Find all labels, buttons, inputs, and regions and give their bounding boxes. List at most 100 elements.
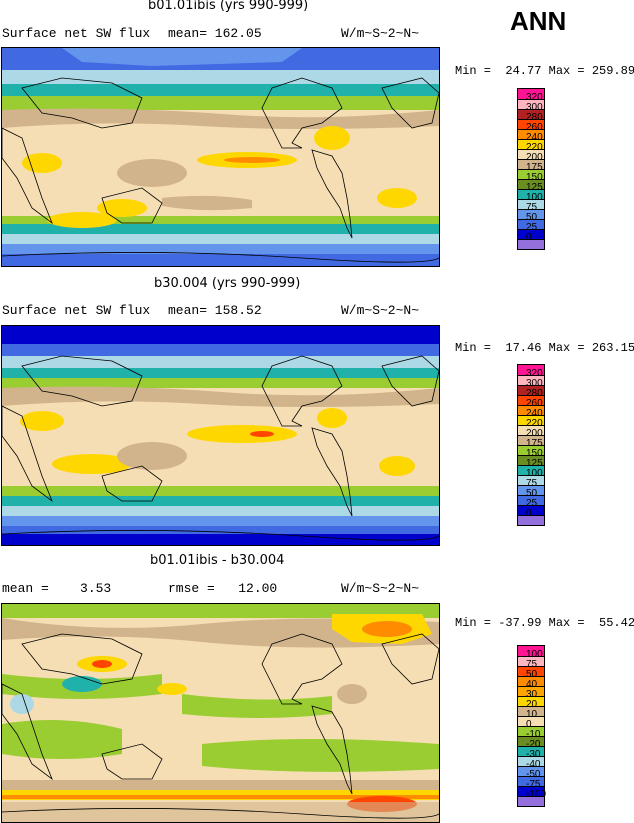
panel3-title: b01.01ibis - b30.004 xyxy=(150,553,285,568)
legend-label: -20 xyxy=(526,739,541,750)
legend-swatch xyxy=(518,89,544,99)
legend-swatch xyxy=(518,716,544,726)
legend-label: 100 xyxy=(526,192,543,203)
panel1-map xyxy=(1,47,440,267)
panel2-units: W/m~S~2~N~ xyxy=(341,303,420,318)
legend-label: 320 xyxy=(526,92,543,103)
panel3-units: W/m~S~2~N~ xyxy=(341,581,420,596)
panel2-map xyxy=(1,325,440,546)
panel2-mean: mean= 158.52 xyxy=(168,303,262,318)
legend-label: 25 xyxy=(526,222,538,233)
legend-swatch xyxy=(518,129,544,139)
legend-swatch xyxy=(518,666,544,676)
panel2-minmax: Min = 17.46 Max = 263.15 xyxy=(455,341,634,355)
legend-swatch xyxy=(518,505,544,515)
legend-label: -50 xyxy=(526,769,541,780)
legend-label: 0 xyxy=(526,232,532,243)
legend-swatch xyxy=(518,119,544,129)
legend-label: 200 xyxy=(526,152,543,163)
legend-swatch xyxy=(518,706,544,716)
panel1-legend xyxy=(517,88,545,250)
legend-swatch xyxy=(518,676,544,686)
legend-swatch xyxy=(518,435,544,445)
panel1-variable-label: Surface net SW flux xyxy=(2,26,151,41)
legend-label: 280 xyxy=(526,388,543,399)
legend-swatch xyxy=(518,189,544,199)
legend-swatch xyxy=(518,375,544,385)
legend-swatch xyxy=(518,425,544,435)
legend-swatch xyxy=(518,746,544,756)
legend-label: 300 xyxy=(526,102,543,113)
legend-label: 300 xyxy=(526,378,543,389)
legend-label: 200 xyxy=(526,428,543,439)
panel1-units: W/m~S~2~N~ xyxy=(341,26,420,41)
legend-label: 100 xyxy=(526,649,543,660)
panel3-rmse: rmse = 12.00 xyxy=(168,581,278,596)
legend-swatch xyxy=(518,415,544,425)
legend-swatch xyxy=(518,365,544,375)
legend-swatch xyxy=(518,385,544,395)
legend-label: 260 xyxy=(526,398,543,409)
legend-swatch xyxy=(518,109,544,119)
legend-swatch xyxy=(518,239,544,249)
legend-label: 175 xyxy=(526,438,543,449)
legend-label: 150 xyxy=(526,172,543,183)
panel3-mean: mean = 3.53 xyxy=(2,581,112,596)
legend-label: -75 xyxy=(526,779,541,790)
legend-label: -40 xyxy=(526,759,541,770)
legend-label: -100 xyxy=(526,789,547,800)
legend-label: 25 xyxy=(526,498,538,509)
legend-swatch xyxy=(518,179,544,189)
legend-swatch xyxy=(518,149,544,159)
legend-swatch xyxy=(518,736,544,746)
legend-swatch xyxy=(518,485,544,495)
panel2-contour-field xyxy=(2,326,439,545)
panel2-variable-label: Surface net SW flux xyxy=(2,303,151,318)
legend-swatch xyxy=(518,465,544,475)
legend-swatch xyxy=(518,219,544,229)
panel3-map xyxy=(1,603,440,823)
legend-swatch xyxy=(518,209,544,219)
legend-swatch xyxy=(518,99,544,109)
legend-swatch xyxy=(518,229,544,239)
legend-label: 100 xyxy=(526,468,543,479)
legend-label: 220 xyxy=(526,142,543,153)
legend-label: 240 xyxy=(526,132,543,143)
season-label: ANN xyxy=(510,6,567,36)
legend-label: 40 xyxy=(526,679,538,690)
legend-label: 220 xyxy=(526,418,543,429)
legend-swatch xyxy=(518,686,544,696)
legend-label: 10 xyxy=(526,709,538,720)
legend-swatch xyxy=(518,455,544,465)
legend-swatch xyxy=(518,405,544,415)
legend-label: 150 xyxy=(526,448,543,459)
legend-label: 75 xyxy=(526,659,538,670)
legend-label: 20 xyxy=(526,699,538,710)
legend-swatch xyxy=(518,696,544,706)
legend-label: -10 xyxy=(526,729,541,740)
panel1-minmax: Min = 24.77 Max = 259.89 xyxy=(455,64,634,78)
legend-label: 320 xyxy=(526,368,543,379)
legend-swatch xyxy=(518,515,544,525)
legend-label: 75 xyxy=(526,202,538,213)
legend-label: 240 xyxy=(526,408,543,419)
legend-label: 0 xyxy=(526,508,532,519)
legend-label: 50 xyxy=(526,212,538,223)
legend-swatch xyxy=(518,776,544,786)
legend-swatch xyxy=(518,169,544,179)
panel2-legend xyxy=(517,364,545,526)
legend-swatch xyxy=(518,159,544,169)
legend-swatch xyxy=(518,766,544,776)
legend-swatch xyxy=(518,656,544,666)
legend-label: -30 xyxy=(526,749,541,760)
legend-label: 125 xyxy=(526,182,543,193)
legend-swatch xyxy=(518,646,544,656)
legend-swatch xyxy=(518,139,544,149)
legend-label: 175 xyxy=(526,162,543,173)
legend-label: 280 xyxy=(526,112,543,123)
panel3-legend xyxy=(517,645,545,807)
legend-swatch xyxy=(518,726,544,736)
legend-label: 75 xyxy=(526,478,538,489)
panel1-title: b01.01ibis (yrs 990-999) xyxy=(148,0,309,13)
legend-label: 50 xyxy=(526,488,538,499)
